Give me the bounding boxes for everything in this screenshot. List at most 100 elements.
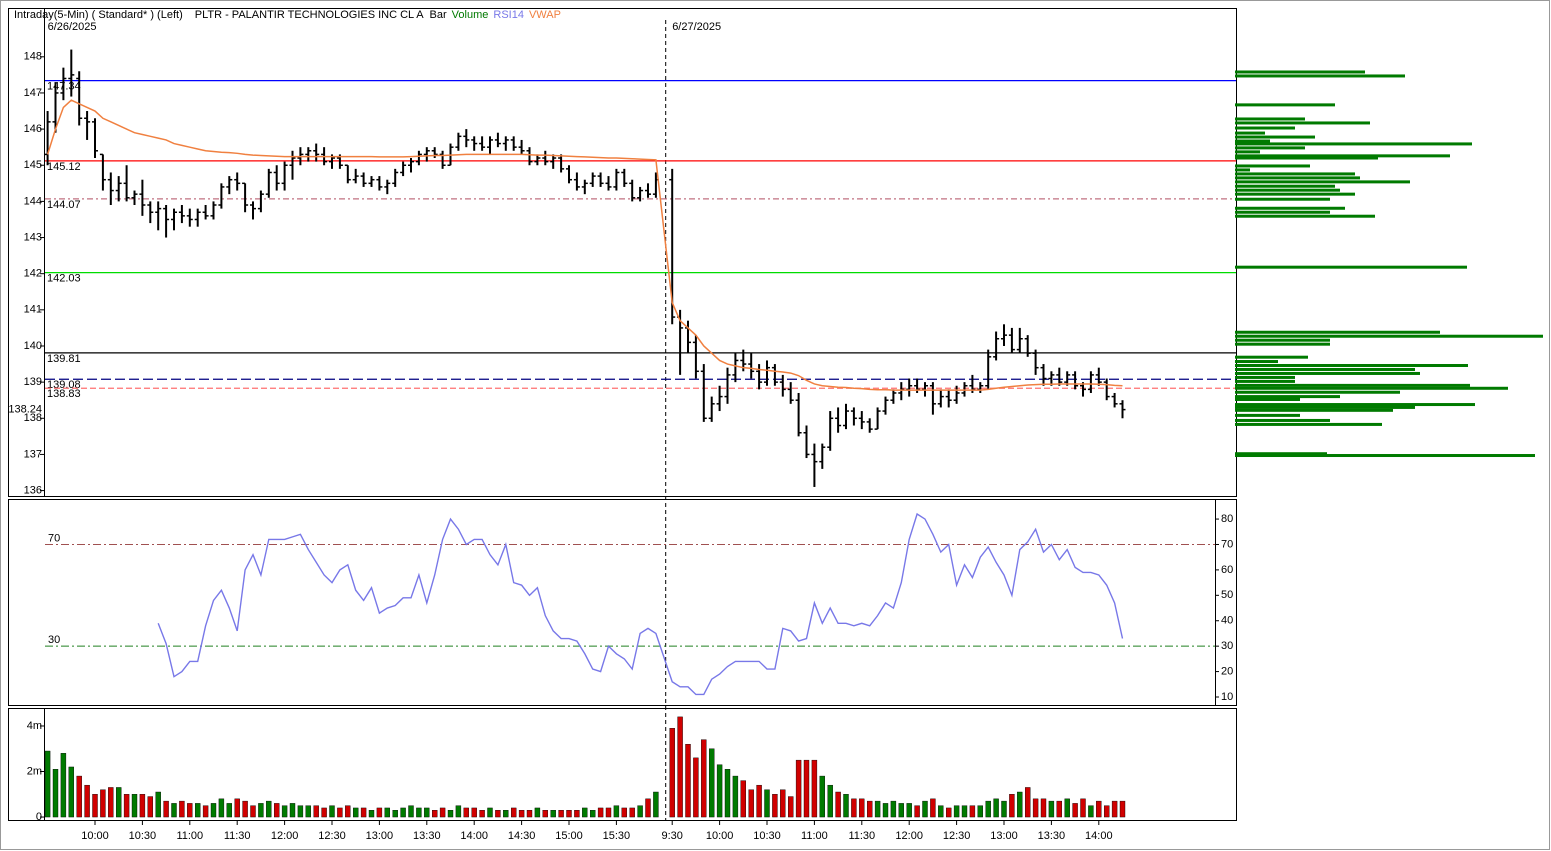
volume-tick-label: 4m	[27, 720, 42, 732]
volume-bar	[534, 807, 541, 818]
volume-bar	[463, 807, 469, 818]
header-volume: Volume	[452, 9, 489, 21]
profile-bar	[1235, 135, 1315, 139]
x-tick-label: 13:30	[1038, 830, 1066, 842]
volume-bar	[732, 775, 739, 818]
rsi-line	[157, 512, 1124, 696]
volume-bar	[360, 807, 367, 818]
volume-tick-label: 2m	[27, 765, 42, 777]
volume-bar	[874, 800, 881, 818]
profile-bar	[1235, 405, 1415, 409]
y-tick-label: 142	[24, 268, 42, 280]
volume-bar	[258, 803, 264, 818]
profile-bar	[1235, 408, 1393, 412]
profile-bar	[1235, 355, 1308, 359]
profile-bar	[1235, 131, 1265, 135]
volume-bar	[811, 759, 818, 818]
volume-bar	[408, 805, 414, 818]
profile-bar	[1235, 180, 1410, 184]
volume-bar	[479, 810, 485, 818]
profile-bar	[1235, 117, 1305, 121]
level-label: 145.12	[47, 161, 81, 173]
rsi-tick-label: 40	[1221, 615, 1233, 627]
volume-bar	[487, 807, 493, 818]
profile-bar	[1235, 342, 1330, 346]
volume-bar	[297, 805, 304, 818]
profile-bar	[1235, 188, 1340, 192]
header-symbol: PLTR - PALANTIR TECHNOLOGIES INC CL A	[195, 9, 424, 21]
rsi-tick-label: 10	[1221, 691, 1233, 703]
vwap-line	[46, 99, 1123, 391]
volume-bar	[84, 784, 90, 818]
volume-bar	[969, 805, 976, 818]
profile-bar	[1235, 375, 1295, 379]
price-panel	[8, 8, 1237, 497]
volume-bar	[392, 810, 398, 818]
profile-bar	[1235, 390, 1400, 394]
volume-bar	[1032, 798, 1039, 818]
volume-bar	[503, 810, 509, 818]
volume-bar	[803, 759, 810, 818]
profile-bar	[1235, 121, 1370, 125]
volume-bar	[266, 800, 272, 818]
y-tick-label: 138	[24, 412, 42, 424]
profile-bar	[1235, 454, 1535, 458]
x-tick-label: 15:30	[603, 830, 631, 842]
volume-bar	[194, 803, 201, 818]
profile-bar	[1235, 452, 1327, 456]
profile-bar	[1235, 383, 1470, 387]
volume-bar	[597, 807, 604, 818]
y-tick-label: 145	[24, 159, 42, 171]
volume-bar	[819, 775, 825, 818]
profile-bar	[1235, 422, 1382, 426]
y-tick-label: 136	[24, 484, 42, 496]
date-label: 6/26/2025	[48, 21, 97, 33]
x-tick-label: 11:30	[848, 830, 875, 842]
profile-bar	[1235, 403, 1475, 407]
volume-bar	[542, 810, 548, 818]
level-label: 144.07	[47, 199, 81, 211]
y-tick-label: 141	[24, 304, 42, 316]
rsi-tick-label: 30	[1221, 640, 1233, 652]
profile-bar	[1235, 172, 1355, 176]
volume-bar	[882, 803, 889, 818]
profile-bar	[1235, 379, 1295, 383]
volume-bar	[613, 805, 620, 818]
volume-bar	[701, 739, 707, 818]
y-tick-label: 147	[24, 87, 42, 99]
volume-bar	[677, 716, 683, 818]
volume-bar	[922, 800, 928, 818]
volume-bar	[187, 803, 193, 818]
profile-bar	[1235, 418, 1330, 422]
volume-bar	[68, 766, 75, 818]
volume-bar	[890, 800, 897, 818]
volume-bar	[724, 769, 731, 818]
volume-bar	[163, 800, 169, 818]
volume-bar	[368, 810, 375, 818]
rsi-tick-label: 20	[1221, 665, 1233, 677]
volume-bar	[827, 784, 833, 818]
volume-tick-label: 0	[36, 811, 42, 823]
volume-bar	[977, 805, 983, 818]
profile-bar	[1235, 371, 1420, 375]
volume-bar	[447, 810, 454, 818]
volume-bar	[345, 805, 351, 818]
profile-bar	[1235, 197, 1330, 201]
volume-bar	[605, 807, 612, 818]
volume-bar	[898, 803, 904, 818]
volume-bar	[645, 798, 651, 818]
volume-bar	[337, 807, 343, 818]
header-vwap: VWAP	[529, 9, 561, 21]
volume-bar	[938, 805, 944, 818]
volume-bar	[321, 807, 327, 818]
x-tick-label: 12:30	[943, 830, 971, 842]
x-tick-label: 10:00	[706, 830, 734, 842]
volume-bar	[1080, 798, 1086, 818]
volume-bar	[590, 810, 596, 818]
volume-bar	[621, 807, 627, 818]
volume-bar	[1001, 800, 1007, 818]
volume-bar	[795, 759, 802, 818]
volume-bar	[329, 805, 335, 818]
volume-bar	[574, 810, 580, 818]
